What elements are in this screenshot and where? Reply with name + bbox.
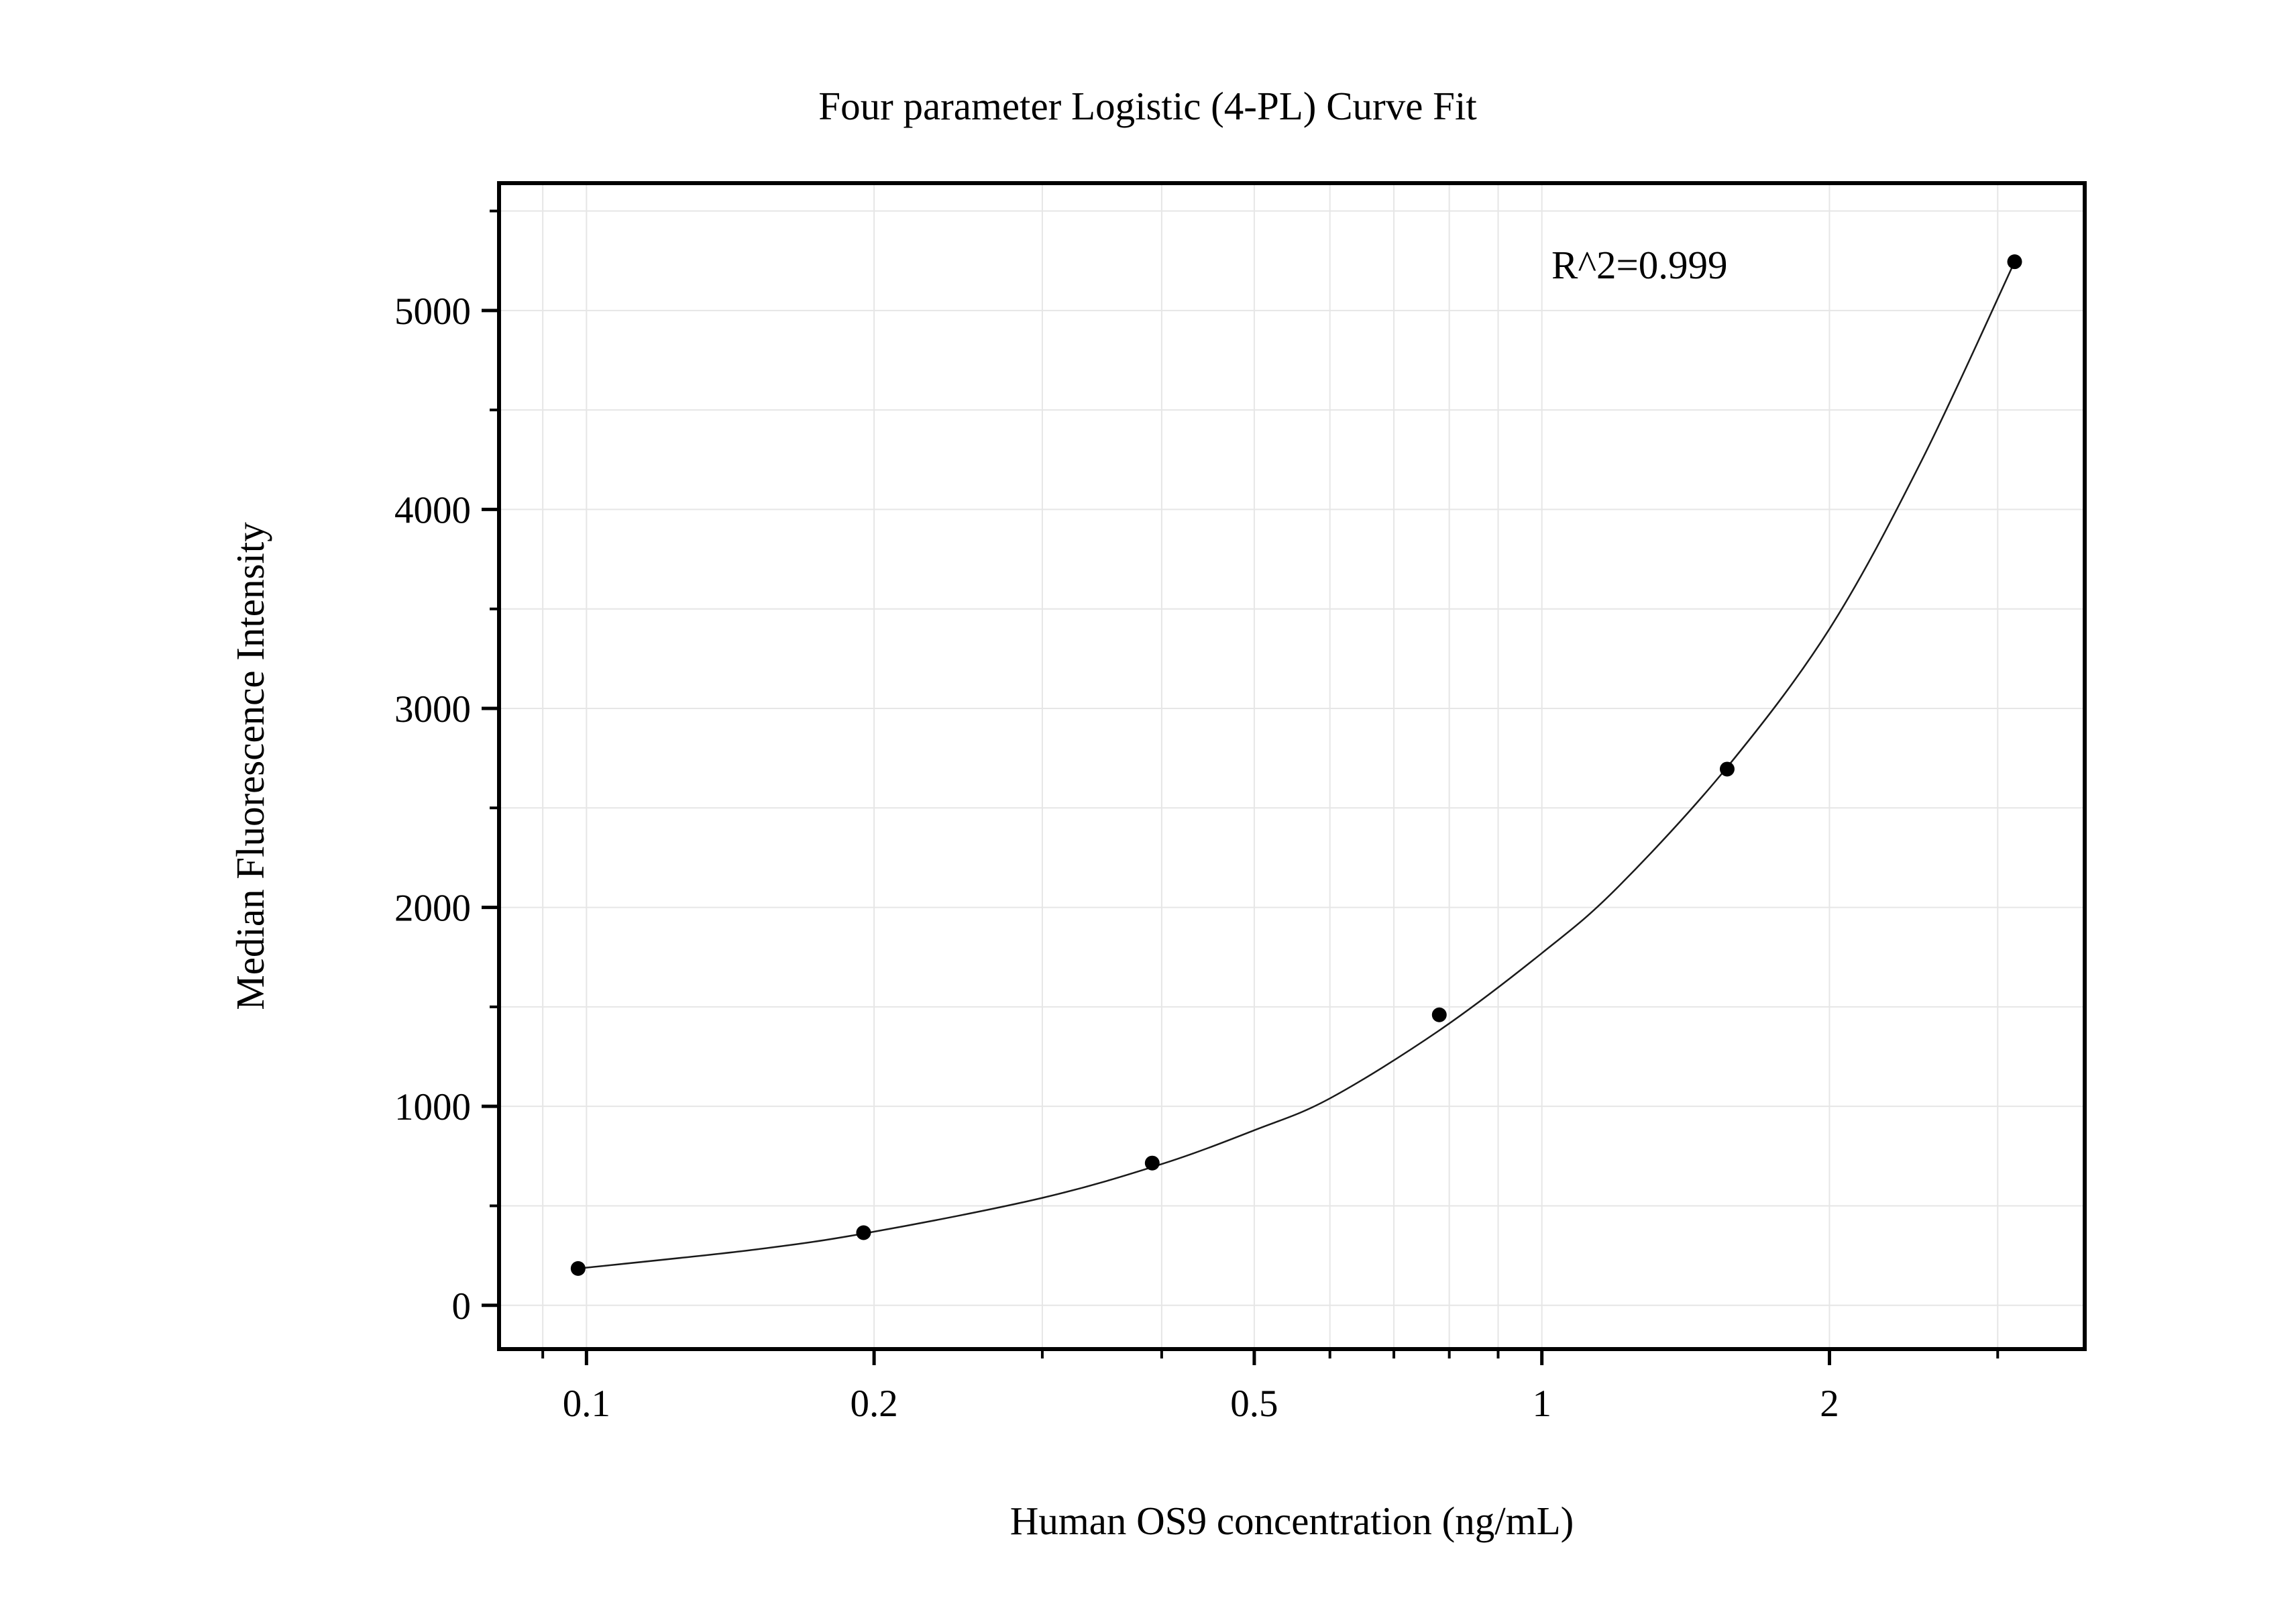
x-tick-label: 2 bbox=[1820, 1383, 1839, 1425]
x-tick-labels: 0.1 0.2 0.5 1 2 bbox=[563, 1383, 1839, 1425]
y-tick-label: 3000 bbox=[394, 688, 471, 731]
y-tick-label: 2000 bbox=[394, 888, 471, 930]
data-points bbox=[570, 254, 2022, 1276]
y-tick-labels: 0 1000 2000 3000 4000 5000 bbox=[394, 290, 471, 1328]
x-axis-label: Human OS9 concentration (ng/mL) bbox=[1010, 1499, 1574, 1543]
x-tick-label: 0.1 bbox=[563, 1383, 610, 1425]
r-squared-annotation: R^2=0.999 bbox=[1551, 243, 1728, 287]
data-point bbox=[1431, 1007, 1447, 1022]
axis-ticks bbox=[482, 209, 2000, 1365]
x-tick-label: 0.5 bbox=[1230, 1383, 1278, 1425]
x-tick-label: 0.2 bbox=[850, 1383, 897, 1425]
chart-title: Four parameter Logistic (4-PL) Curve Fit bbox=[818, 84, 1477, 128]
data-point bbox=[570, 1261, 586, 1276]
y-tick-label: 0 bbox=[452, 1285, 472, 1328]
data-point bbox=[2007, 254, 2022, 270]
data-point bbox=[856, 1225, 871, 1240]
y-tick-label: 5000 bbox=[394, 290, 471, 333]
fit-curve-group bbox=[578, 261, 2016, 1270]
y-tick-label: 1000 bbox=[394, 1086, 471, 1128]
data-point bbox=[1144, 1155, 1160, 1171]
grid bbox=[499, 183, 2085, 1349]
plot-frame bbox=[497, 181, 2087, 1351]
data-point bbox=[1719, 761, 1735, 777]
y-axis-label: Median Fluorescence Intensity bbox=[228, 522, 272, 1010]
y-tick-label: 4000 bbox=[394, 489, 471, 531]
fit-curve bbox=[578, 261, 2016, 1270]
x-tick-label: 1 bbox=[1532, 1383, 1551, 1425]
